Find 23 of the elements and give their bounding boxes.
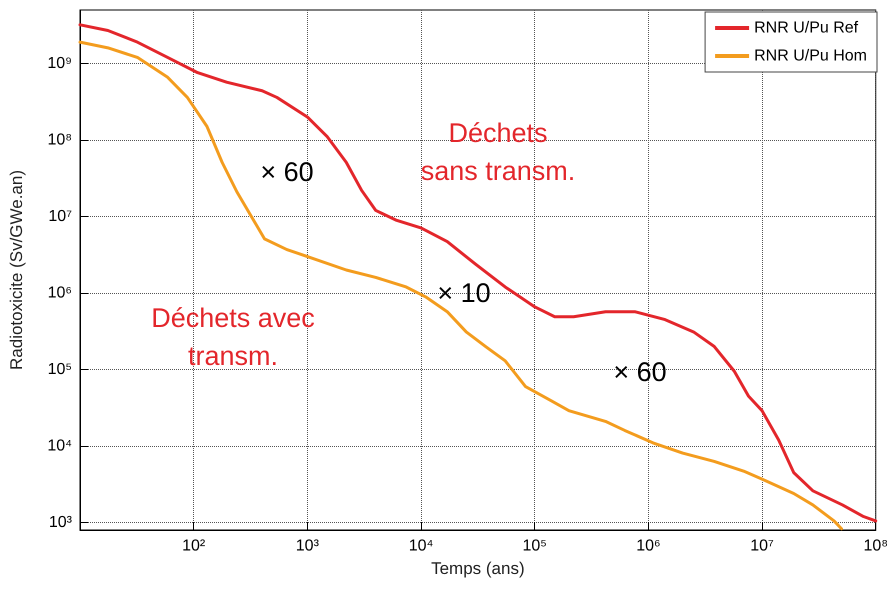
y-axis-title: Radiotoxicite (Sv/GWe.an) (7, 170, 26, 370)
x-tick-label: 10⁶ (636, 538, 661, 554)
x-tick-label: 10⁷ (750, 538, 774, 554)
annotation: Déchets avec transm. (151, 303, 315, 371)
y-tick-label: 10⁴ (47, 438, 72, 455)
annotation: × 60 (613, 357, 667, 387)
x-tick-label: 10⁵ (522, 538, 547, 554)
legend-label: RNR U/Pu Ref (754, 20, 859, 36)
y-tick-label: 10³ (48, 514, 73, 532)
x-axis-title: Temps (ans) (431, 559, 525, 578)
x-tick-label: 10³ (296, 538, 320, 554)
annotation: × 60 (260, 157, 314, 187)
y-tick-label: 10⁹ (47, 54, 72, 72)
y-tick-label: 10⁶ (48, 284, 72, 302)
y-tick-label: 10⁷ (48, 208, 72, 226)
legend-label: RNR U/Pu Hom (754, 48, 867, 64)
x-tick-label: 10⁸ (863, 538, 888, 554)
annotation: Déchets sans transm. (420, 118, 576, 186)
y-tick-label: 10⁵ (48, 361, 72, 378)
x-tick-label: 10² (182, 538, 206, 554)
annotation: × 10 (437, 278, 491, 308)
x-tick-label: 10⁴ (408, 538, 434, 554)
y-tick-label: 10⁸ (47, 132, 72, 148)
